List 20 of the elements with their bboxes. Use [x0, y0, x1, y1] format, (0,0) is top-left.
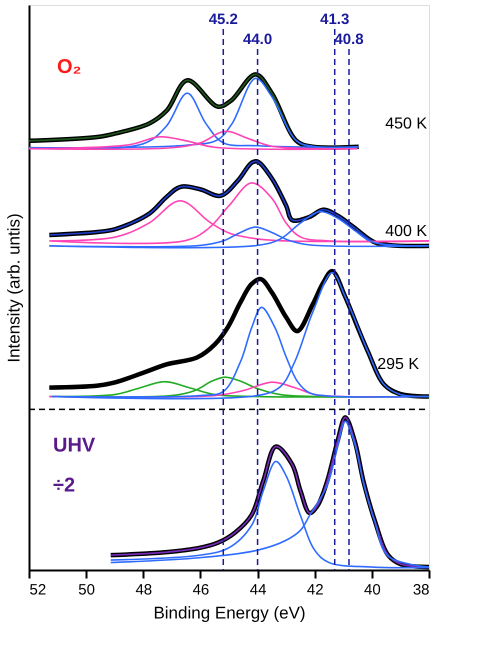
ref-line-label: 40.8: [334, 31, 364, 48]
annotation: 295 K: [377, 356, 420, 373]
x-tick-label: 50: [78, 582, 95, 598]
x-tick-label: 52: [30, 582, 46, 598]
annotation: ÷2: [53, 474, 76, 496]
x-tick-label: 38: [412, 582, 430, 598]
ref-line-label: 45.2: [208, 11, 238, 28]
x-tick-label: 48: [135, 582, 152, 598]
annotation: UHV: [53, 434, 96, 457]
y-axis-title: Intensity (arb. untis): [4, 213, 24, 363]
x-tick-label: 44: [250, 582, 266, 598]
x-axis-title: Binding Energy (eV): [153, 604, 306, 622]
x-tick-label: 46: [192, 582, 210, 598]
annotation: 400 K: [385, 223, 428, 240]
x-tick-label: 42: [306, 582, 324, 598]
x-tick-label: 40: [364, 582, 381, 598]
ref-line-label: 44.0: [242, 31, 272, 48]
annotation: 450 K: [385, 116, 428, 133]
ref-line-label: 41.3: [320, 11, 350, 28]
annotation: O₂: [57, 56, 82, 78]
